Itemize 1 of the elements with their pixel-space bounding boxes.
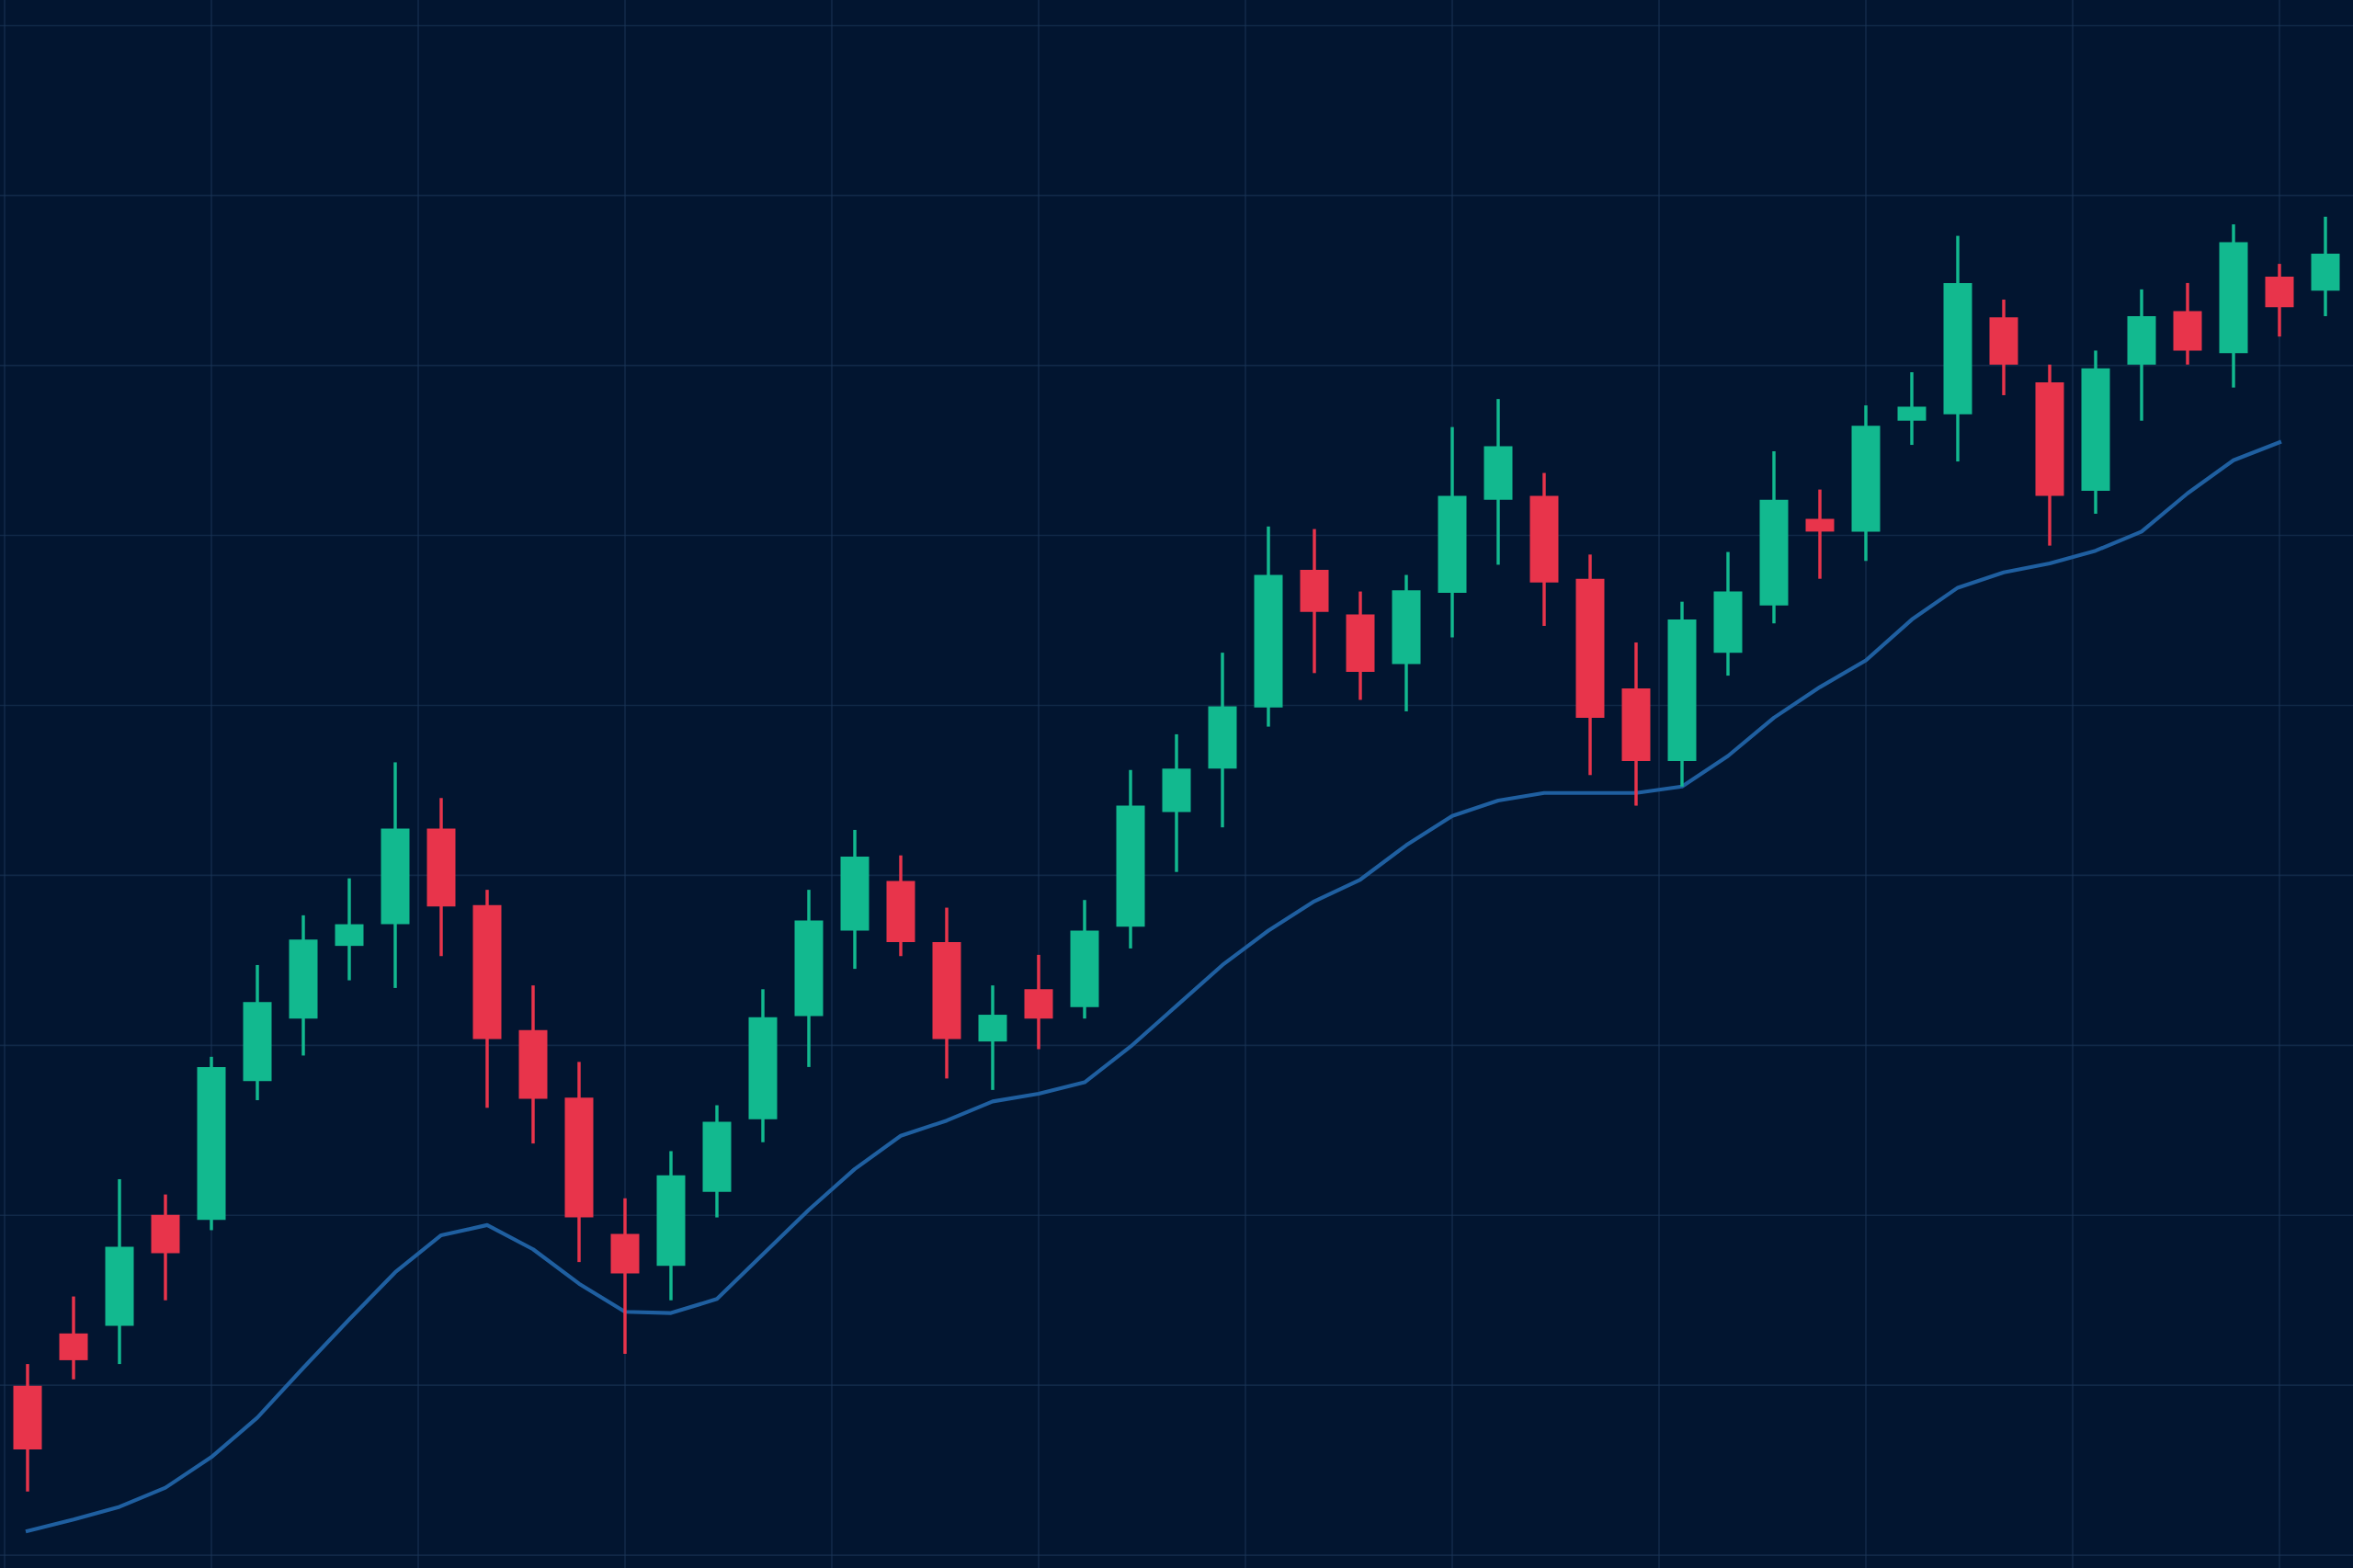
candlestick bbox=[1805, 489, 1835, 579]
